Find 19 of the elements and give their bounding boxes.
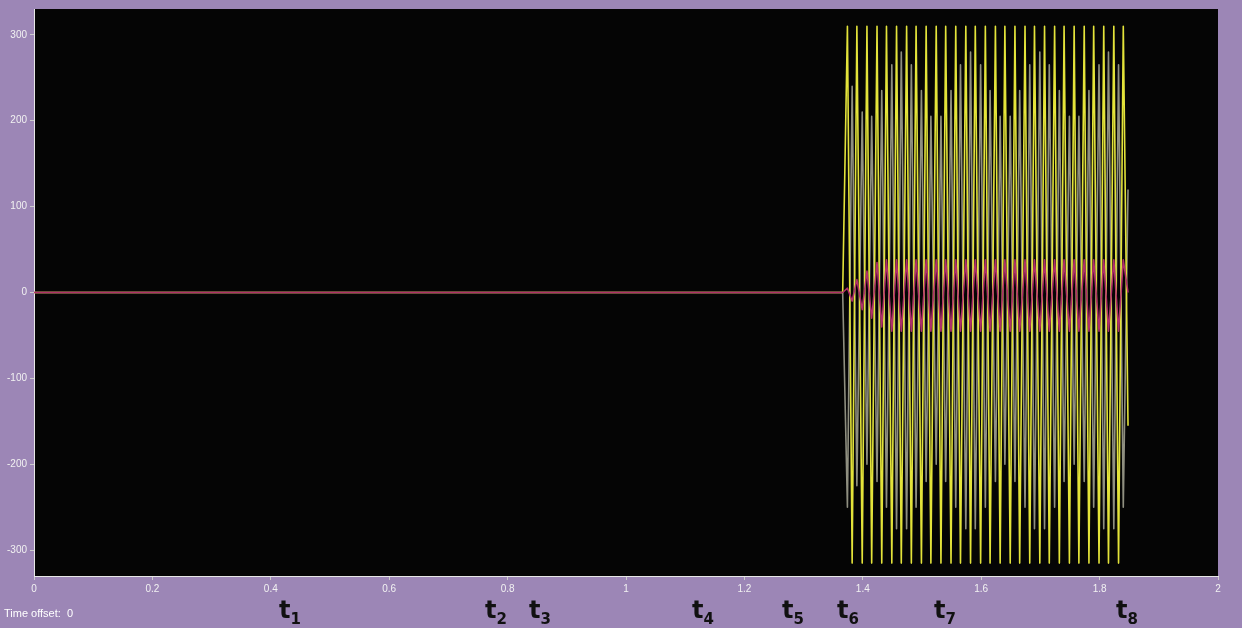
- y-tick-label: -100: [7, 372, 28, 384]
- text: Time offset: 0: [4, 607, 74, 619]
- x-tick-label: 0.8: [500, 582, 515, 594]
- y-tick-label: 100: [10, 200, 28, 212]
- x-tick-label: 0.2: [145, 582, 160, 594]
- x-tick-label: 0.6: [382, 582, 397, 594]
- y-tick-label: -300: [7, 543, 28, 555]
- y-tick-label: 300: [10, 28, 28, 40]
- x-tick-label: 1: [623, 582, 630, 594]
- x-tick-label: 2: [1215, 582, 1222, 594]
- x-tick-label: 1.8: [1092, 582, 1107, 594]
- x-tick-label: 0.4: [263, 582, 279, 594]
- x-tick-label: 0: [31, 582, 38, 594]
- y-tick-label: 200: [10, 114, 28, 126]
- y-tick-label: -200: [7, 458, 28, 470]
- x-tick-label: 1.2: [737, 582, 752, 594]
- x-tick-label: 1.6: [974, 582, 989, 594]
- x-tick-label: 1.4: [855, 582, 871, 594]
- y-tick-label: 0: [21, 286, 28, 298]
